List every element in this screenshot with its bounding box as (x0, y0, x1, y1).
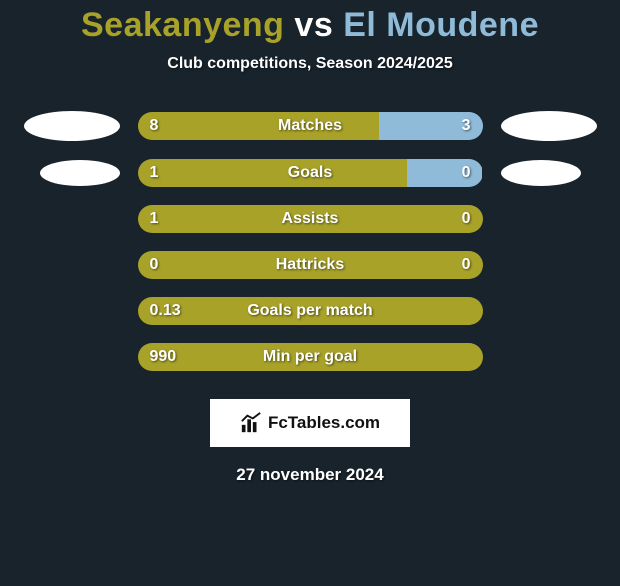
stat-rows-container: Matches83 Goals10 Assists10 Hattricks00 Goal… (0, 111, 620, 371)
stat-bar: Matches83 (138, 112, 483, 140)
stat-bar-left (138, 159, 407, 187)
branding-text: FcTables.com (268, 413, 380, 433)
stat-bar-left (138, 297, 483, 325)
stat-bar: Min per goal990 (138, 343, 483, 371)
title-player1: Seakanyeng (81, 6, 284, 44)
chart-icon (240, 412, 262, 434)
player1-avatar (40, 160, 120, 186)
stat-bar-right (379, 112, 483, 140)
branding-badge: FcTables.com (210, 399, 410, 447)
title-vs: vs (294, 6, 333, 44)
subtitle: Club competitions, Season 2024/2025 (0, 55, 620, 73)
player2-avatar (501, 160, 581, 186)
stat-bar: Goals10 (138, 159, 483, 187)
stat-bar-right (407, 159, 483, 187)
stat-bar-left (138, 205, 483, 233)
stat-row: Goals10 (40, 159, 581, 187)
stat-row: Goals per match0.13 (138, 297, 483, 325)
stat-bar-left (138, 343, 483, 371)
stat-row: Hattricks00 (138, 251, 483, 279)
stat-row: Assists10 (138, 205, 483, 233)
stat-row: Matches83 (24, 111, 597, 141)
date-label: 27 november 2024 (0, 465, 620, 485)
stat-bar: Assists10 (138, 205, 483, 233)
page-title: Seakanyeng vs El Moudene (0, 6, 620, 45)
stat-bar: Hattricks00 (138, 251, 483, 279)
stat-bar: Goals per match0.13 (138, 297, 483, 325)
stat-bar-left (138, 251, 483, 279)
stat-row: Min per goal990 (138, 343, 483, 371)
title-player2: El Moudene (343, 6, 539, 44)
player1-avatar (24, 111, 120, 141)
player2-avatar (501, 111, 597, 141)
stat-bar-left (138, 112, 380, 140)
